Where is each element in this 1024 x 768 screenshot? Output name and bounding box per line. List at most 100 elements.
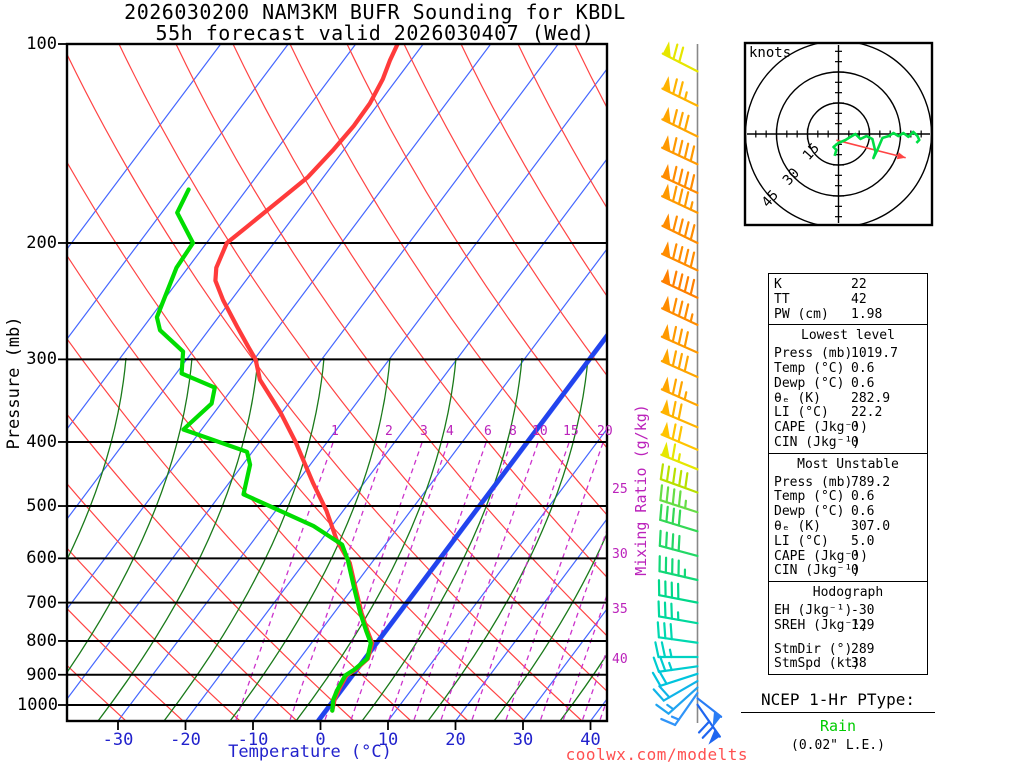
stat-label: StmSpd (kt) [774, 656, 861, 672]
stats-lowest-level-section: Lowest level Press (mb) 1019.7 Temp (°C) 0.6… [769, 324, 927, 452]
stats-most-unstable-section: Most Unstable Press (mb) 789.2 Temp (°C) 0.6… [769, 452, 927, 581]
stat-value: 1019.7 [851, 346, 898, 362]
stat-row: TT 42 [769, 292, 927, 308]
isotherm-line [67, 44, 289, 340]
wind-barb [651, 669, 699, 687]
wind-barb [659, 484, 699, 514]
mixing-ratio-line [288, 442, 388, 721]
isotherm-line [67, 44, 357, 430]
dry-adiabat-line [289, 44, 607, 516]
mixing-ratio-label: 1 [331, 424, 339, 439]
stat-row: PW (cm) 1.98 [769, 307, 927, 323]
stat-row: LI (°C) 22.2 [769, 406, 927, 421]
zero-isotherm-line [316, 331, 607, 721]
wind-barb [652, 679, 699, 702]
stat-row: K 22 [769, 277, 927, 293]
moist-adiabat-line [295, 357, 457, 721]
temperature-axis-label: Temperature (°C) [228, 742, 392, 762]
isotherm-line [67, 44, 492, 610]
wind-barb [696, 697, 723, 728]
mixing-ratio-label: 4 [446, 424, 454, 439]
stat-row: CIN (Jkg⁻¹) 0 [769, 434, 927, 451]
wind-barb [658, 529, 699, 558]
mixing-ratio-label: 8 [509, 424, 517, 439]
stat-label: CAPE (Jkg⁻¹) [774, 548, 868, 564]
stat-value: 5.0 [851, 533, 875, 549]
isotherm-line [67, 44, 559, 700]
stat-row: CAPE (Jkg⁻¹) 0 [769, 548, 927, 565]
stat-row: θₑ (K) 307.0 [769, 519, 927, 535]
wind-barb [696, 703, 721, 745]
wind-barb [661, 213, 699, 245]
temperature-tick-label: -10 [237, 730, 269, 750]
moist-adiabat-line [626, 358, 786, 721]
moist-adiabat-line [229, 357, 391, 721]
wind-barb [660, 441, 699, 471]
mixing-ratio-line [349, 442, 449, 721]
stat-label: LI (°C) [774, 533, 829, 549]
mixing-ratio-label: 30 [612, 547, 628, 562]
moist-adiabat-line [559, 653, 607, 721]
wind-barb [659, 463, 699, 494]
isotherm-line [252, 248, 607, 721]
stat-row: CIN (Jkg⁻¹) 0 [769, 564, 927, 579]
pressure-tick-label: 800 [26, 630, 57, 651]
stat-value: 789.2 [851, 474, 891, 490]
mixing-ratio-label: 25 [612, 482, 628, 497]
dry-adiabat-line [403, 44, 607, 377]
wind-barb [658, 555, 699, 582]
dry-adiabat-line [67, 607, 184, 721]
isotherm-line [117, 67, 607, 721]
stat-row: Press (mb) 1019.7 [769, 346, 927, 362]
stat-value: 282.9 [851, 390, 891, 406]
ptype-title: NCEP 1-Hr PType: [741, 690, 935, 713]
wind-barb [656, 621, 699, 644]
stat-label: SREH (Jkg⁻¹) [774, 617, 868, 633]
stat-value: 22.2 [851, 405, 883, 421]
mixing-ratio-line [387, 442, 487, 721]
stat-value: 0 [851, 563, 859, 579]
stat-value: 129 [851, 617, 875, 633]
moist-adiabat-line [163, 357, 325, 721]
mixing-ratio-label: 2 [385, 424, 393, 439]
stat-label: LI (°C) [774, 405, 829, 421]
moist-adiabat-line [427, 357, 589, 721]
wind-barb [654, 641, 699, 659]
stat-value: 22 [851, 277, 867, 292]
stat-row: θₑ (K) 282.9 [769, 390, 927, 407]
pressure-axis-label: Pressure (mb) [4, 316, 24, 450]
isotherm-line [67, 44, 222, 251]
stat-value: 289 [851, 641, 875, 657]
wind-barb [660, 376, 699, 407]
dry-adiabat-line [460, 44, 607, 298]
stat-label: θₑ (K) [774, 390, 821, 406]
pressure-tick-label: 200 [26, 232, 57, 253]
stat-value: 0.6 [851, 360, 875, 376]
wind-barb [661, 183, 699, 214]
mixing-ratio-label: 40 [612, 652, 628, 667]
hodograph-border [743, 41, 934, 227]
stat-row: Temp (°C) 0.6 [769, 490, 927, 505]
hodograph [745, 43, 932, 225]
wind-barb [661, 241, 699, 272]
wind-barb [660, 399, 699, 429]
temperature-tick-label: 20 [445, 730, 466, 750]
stat-row: StmDir (°) 289 [769, 641, 927, 658]
stat-label: Temp (°C) [774, 360, 845, 376]
stat-row: SREH (Jkg⁻¹) 129 [769, 617, 927, 634]
temperature-tick-label: 30 [512, 730, 534, 750]
stat-label: Press (mb) [774, 346, 853, 362]
dry-adiabat-line [517, 44, 607, 210]
dry-adiabat-line [175, 44, 607, 637]
dry-adiabat-line [232, 44, 607, 579]
stat-row: Temp (°C) 0.6 [769, 360, 927, 377]
ptype-block: NCEP 1-Hr PType: Rain (0.02" L.E.) [741, 690, 935, 753]
isotherm-line [387, 427, 607, 721]
dry-adiabat-line [118, 44, 607, 692]
stat-label: Press (mb) [774, 474, 853, 490]
wind-barb [660, 348, 699, 379]
stat-label: Dewp (°C) [774, 375, 845, 391]
stat-value: 0 [851, 434, 859, 450]
moist-adiabat-line [97, 357, 259, 721]
